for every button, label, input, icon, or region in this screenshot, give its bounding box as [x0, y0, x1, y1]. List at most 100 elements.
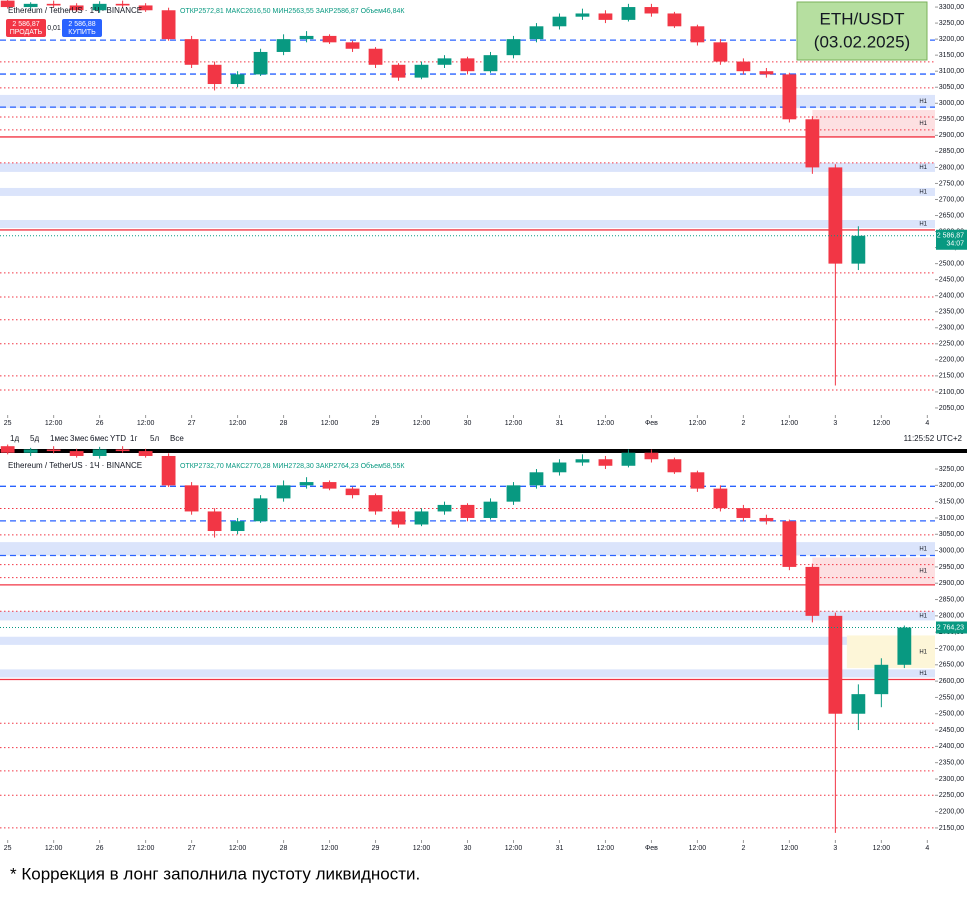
chart-panel: H1H1H1H1H1H13250,003200,003150,003100,00… [0, 444, 967, 852]
range-button[interactable]: 5д [30, 434, 39, 443]
x-tick-label: 3 [833, 845, 837, 852]
candle-body [644, 7, 659, 14]
candle-body [161, 455, 176, 486]
candle-body [621, 452, 636, 466]
timer: 34:07 [946, 241, 964, 248]
range-button[interactable]: 3мес [70, 434, 88, 443]
range-button[interactable]: 5л [150, 434, 159, 443]
caption: * Коррекция в лонг заполнила пустоту лик… [10, 864, 420, 883]
candle-body [299, 482, 314, 486]
candle-body [23, 3, 38, 8]
candle-body [46, 3, 61, 6]
candle-body [0, 446, 15, 453]
buy-button[interactable] [62, 19, 102, 37]
candle-body [529, 26, 544, 40]
candle-body [299, 35, 314, 40]
y-tick-label: 2350,00 [939, 760, 964, 767]
x-tick-label: 12:00 [321, 420, 339, 427]
candle-body [552, 16, 567, 27]
y-tick-label: 3200,00 [939, 482, 964, 489]
chart-title: Ethereum / TetherUS · 1Ч · BINANCE [8, 461, 142, 470]
x-tick-label: 12:00 [873, 420, 891, 427]
x-tick-label: 30 [464, 845, 472, 852]
buy-text: КУПИТЬ [68, 29, 96, 36]
x-tick-label: 2 [741, 845, 745, 852]
ohlc: ОТКР2732,70 МАКС2770,28 МИН2728,30 ЗАКР2… [180, 462, 405, 470]
y-tick-label: 2500,00 [939, 260, 964, 267]
candle-body [598, 13, 613, 20]
candle-body [276, 485, 291, 499]
candle-body [437, 58, 452, 65]
y-tick-label: 2450,00 [939, 277, 964, 284]
candle-body [828, 615, 843, 714]
x-tick-label: 27 [188, 420, 196, 427]
candle-body [529, 472, 544, 486]
y-tick-label: 2850,00 [939, 148, 964, 155]
range-button[interactable]: 1г [130, 434, 137, 443]
y-tick-label: 2950,00 [939, 564, 964, 571]
range-button[interactable]: 6мес [90, 434, 108, 443]
zone [812, 557, 935, 585]
ohlc: ОТКР2572,81 МАКС2616,50 МИН2563,55 ЗАКР2… [180, 7, 405, 15]
x-tick-label: 12:00 [505, 420, 523, 427]
zone-label: H1 [919, 613, 927, 619]
candle-body [414, 511, 429, 525]
x-tick-label: 28 [280, 420, 288, 427]
candle-body [759, 71, 774, 75]
range-button[interactable]: YTD [110, 434, 126, 443]
y-tick-label: 3100,00 [939, 68, 964, 75]
x-tick-label: 12:00 [45, 845, 63, 852]
y-tick-label: 3250,00 [939, 466, 964, 473]
candle-body [391, 64, 406, 78]
y-tick-label: 2050,00 [939, 405, 964, 412]
zone [846, 635, 935, 669]
candle-body [115, 3, 130, 6]
x-tick-label: 29 [372, 845, 380, 852]
y-tick-label: 2100,00 [939, 389, 964, 396]
range-button[interactable]: Все [170, 434, 184, 443]
candle-body [851, 694, 866, 714]
y-tick-label: 2900,00 [939, 580, 964, 587]
candle-body [322, 482, 337, 489]
x-tick-label: 2 [741, 420, 745, 427]
y-tick-label: 2200,00 [939, 808, 964, 815]
x-tick-label: 12:00 [781, 845, 799, 852]
zone [0, 220, 935, 229]
candle-body [230, 521, 245, 532]
x-tick-label: 12:00 [229, 845, 247, 852]
y-tick-label: 2300,00 [939, 776, 964, 783]
candle-body [506, 39, 521, 56]
candle-body [92, 3, 107, 11]
candle-body [184, 39, 199, 65]
x-tick-label: 12:00 [689, 845, 707, 852]
candle-body [414, 64, 429, 78]
x-tick-label: 12:00 [321, 845, 339, 852]
candle-body [253, 51, 268, 75]
x-tick-label: 12:00 [137, 420, 155, 427]
x-tick-label: 25 [4, 420, 12, 427]
y-tick-label: 2350,00 [939, 309, 964, 316]
badge-line: ETH/USDT [820, 9, 905, 28]
range-button[interactable]: 1мес [50, 434, 68, 443]
price-axis [935, 455, 967, 840]
spread: 0,01 [47, 25, 61, 32]
x-tick-label: 4 [925, 420, 929, 427]
candle-body [368, 48, 383, 65]
x-tick-label: 12:00 [597, 845, 615, 852]
y-tick-label: 3050,00 [939, 531, 964, 538]
x-tick-label: 4 [925, 845, 929, 852]
x-tick-label: 12:00 [45, 420, 63, 427]
candle-body [667, 13, 682, 27]
candle-body [483, 55, 498, 72]
candle-body [575, 13, 590, 17]
candle-body [644, 452, 659, 460]
candle-body [115, 449, 130, 452]
x-tick-label: 27 [188, 845, 196, 852]
sell-button[interactable] [6, 19, 46, 37]
range-button[interactable]: 1д [10, 434, 19, 443]
x-tick-label: 12:00 [137, 845, 155, 852]
candle-body [46, 449, 61, 452]
y-tick-label: 2650,00 [939, 212, 964, 219]
y-tick-label: 3050,00 [939, 84, 964, 91]
